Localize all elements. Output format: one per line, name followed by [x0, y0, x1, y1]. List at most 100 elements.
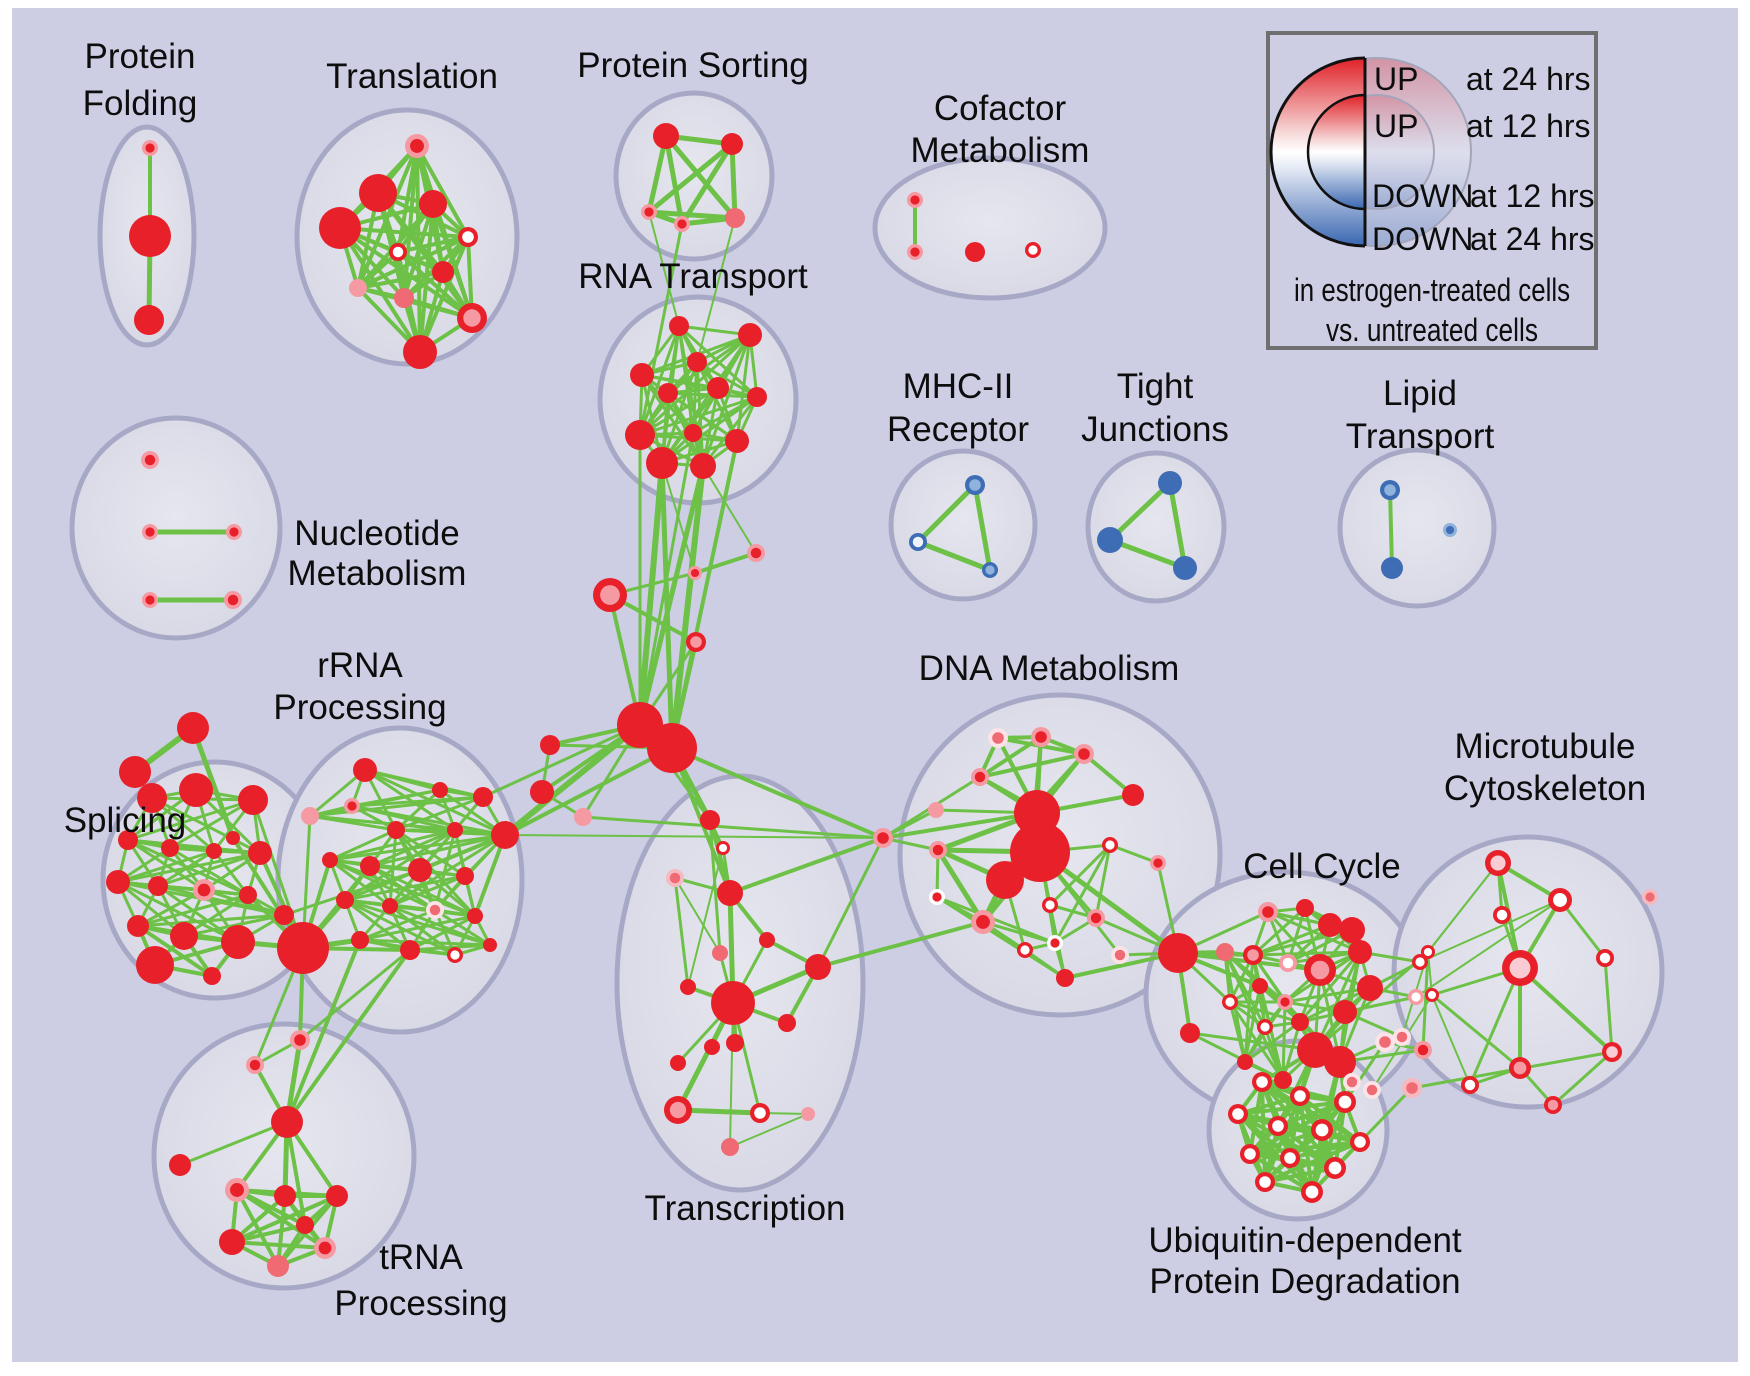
node-core-12h: [462, 231, 474, 243]
network-edge: [156, 851, 262, 888]
network-node: [1425, 988, 1439, 1002]
legend-time: at 12 hrs: [1466, 108, 1591, 144]
network-node: [447, 822, 463, 838]
network-edge: [418, 833, 507, 872]
node-ring-24h: [248, 841, 272, 865]
node-core-12h: [912, 536, 924, 548]
network-node: [219, 1229, 245, 1255]
network-node: [419, 190, 447, 218]
network-edge: [1288, 1140, 1362, 1160]
network-edge: [1094, 843, 1112, 920]
node-ring-24h: [625, 420, 655, 450]
node-core-12h: [1050, 938, 1060, 948]
legend-time: at 24 hrs: [1466, 61, 1591, 97]
network-node: [267, 1255, 289, 1277]
network-node: [277, 922, 329, 974]
network-edge: [503, 746, 674, 837]
network-edge: [363, 768, 457, 832]
network-node: [351, 931, 369, 949]
node-ring-24h: [965, 242, 985, 262]
network-edge: [729, 1002, 734, 1148]
network-node: [625, 420, 655, 450]
node-ring-24h: [1381, 557, 1403, 579]
node-core-12h: [1417, 1044, 1429, 1056]
node-core-12h: [1328, 1161, 1342, 1175]
network-edge: [1243, 1020, 1302, 1064]
cluster-label: Metabolism: [911, 131, 1090, 170]
network-edge: [350, 788, 442, 808]
network-node: [1258, 902, 1278, 922]
network-edge: [1427, 951, 1433, 996]
network-node: [193, 879, 215, 901]
node-core-12h: [145, 143, 155, 153]
node-ring-24h: [326, 1185, 348, 1207]
node-core-12h: [985, 565, 995, 575]
network-node: [907, 244, 923, 260]
node-core-12h: [600, 585, 620, 605]
node-core-12h: [1366, 1084, 1378, 1096]
node-ring-24h: [277, 922, 329, 974]
cluster-label: RNA Transport: [578, 257, 808, 296]
node-ring-24h: [177, 712, 209, 744]
node-ring-24h: [219, 1229, 245, 1255]
network-edge: [728, 836, 885, 895]
network-node: [1180, 1023, 1200, 1043]
network-node: [1544, 1096, 1562, 1114]
network-node: [717, 880, 743, 906]
network-edge: [1248, 1140, 1362, 1156]
node-core-12h: [718, 843, 728, 853]
node-core-12h: [230, 1183, 244, 1197]
cluster-label: rRNA: [317, 646, 403, 685]
node-core-12h: [249, 1059, 261, 1071]
node-core-12h: [144, 454, 156, 466]
legend-inner-ring-12h: [1306, 93, 1365, 211]
network-node: [136, 946, 174, 984]
node-core-12h: [145, 595, 155, 605]
legend-time: at 12 hrs: [1470, 178, 1595, 214]
network-node: [1255, 1172, 1275, 1192]
cluster-label: Receptor: [887, 410, 1029, 449]
node-core-12h: [1346, 1076, 1358, 1088]
network-node: [405, 134, 429, 158]
node-ring-24h: [712, 945, 728, 961]
network-edge: [935, 895, 1057, 945]
node-ring-24h: [319, 207, 361, 249]
network-node: [134, 305, 164, 335]
network-node: [1408, 989, 1424, 1005]
network-node: [593, 578, 627, 612]
network-node: [1042, 897, 1058, 913]
network-node: [1334, 1091, 1356, 1113]
network-node: [725, 208, 745, 228]
network-node: [1031, 727, 1051, 747]
node-ring-24h: [432, 261, 454, 283]
node-core-12h: [1411, 992, 1421, 1002]
node-ring-24h: [432, 782, 448, 798]
network-node: [725, 429, 749, 453]
network-edge: [235, 1188, 280, 1268]
network-edge: [1188, 1031, 1317, 1052]
network-node: [1268, 1116, 1288, 1136]
node-core-12h: [1232, 1108, 1244, 1120]
network-edge: [168, 798, 255, 850]
node-ring-24h: [738, 323, 762, 347]
node-ring-24h: [574, 808, 592, 826]
node-core-12h: [1445, 525, 1455, 535]
network-node: [206, 843, 222, 859]
cluster-label: Protein Degradation: [1149, 1262, 1460, 1301]
node-core-12h: [1028, 245, 1038, 255]
network-node: [1324, 1157, 1346, 1179]
node-core-12h: [677, 219, 687, 229]
network-node: [359, 174, 397, 212]
node-ring-24h: [747, 387, 767, 407]
network-node: [106, 870, 130, 894]
network-node: [1222, 994, 1238, 1010]
network-node: [1596, 949, 1614, 967]
network-node: [1252, 1072, 1272, 1092]
network-edge: [701, 386, 720, 468]
node-core-12h: [1153, 858, 1163, 868]
network-edge: [251, 798, 305, 950]
cluster-label: Nucleotide: [294, 514, 459, 553]
node-ring-24h: [118, 830, 138, 850]
network-edge: [679, 141, 735, 227]
